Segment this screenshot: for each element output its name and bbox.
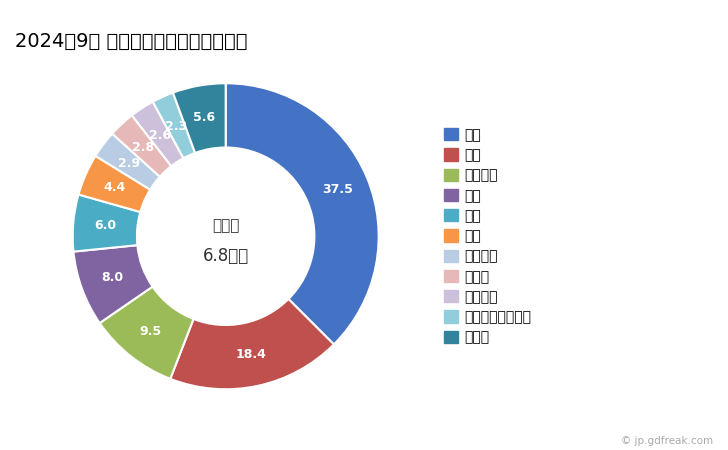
Wedge shape <box>79 156 150 212</box>
Text: 総　額: 総 額 <box>212 218 240 233</box>
Wedge shape <box>74 245 153 323</box>
Wedge shape <box>73 194 141 252</box>
Legend: 台湾, 米国, ベルギー, 中国, 韓国, 香港, オランダ, ドイツ, メキシコ, 南アフリカ共和国, その他: 台湾, 米国, ベルギー, 中国, 韓国, 香港, オランダ, ドイツ, メキシ… <box>444 128 531 345</box>
Wedge shape <box>132 102 183 166</box>
Text: 2.8: 2.8 <box>132 141 154 154</box>
Wedge shape <box>153 93 195 158</box>
Wedge shape <box>173 83 226 153</box>
Text: 2.3: 2.3 <box>165 120 187 133</box>
Text: 18.4: 18.4 <box>235 348 266 361</box>
Wedge shape <box>112 115 171 177</box>
Text: 37.5: 37.5 <box>322 184 353 197</box>
Text: 5.6: 5.6 <box>194 111 215 124</box>
Text: 6.8億円: 6.8億円 <box>202 247 249 265</box>
Text: 2.9: 2.9 <box>118 157 140 170</box>
Wedge shape <box>100 287 194 379</box>
Text: 8.0: 8.0 <box>101 271 123 284</box>
Text: © jp.gdfreak.com: © jp.gdfreak.com <box>621 436 713 446</box>
Text: 6.0: 6.0 <box>94 219 116 232</box>
Text: 2.6: 2.6 <box>149 129 170 141</box>
Text: 4.4: 4.4 <box>104 181 126 194</box>
Wedge shape <box>95 134 160 189</box>
Text: 2024年9月 輸出相手国のシェア（％）: 2024年9月 輸出相手国のシェア（％） <box>15 32 247 50</box>
Text: 9.5: 9.5 <box>140 324 162 338</box>
Wedge shape <box>226 83 379 344</box>
Wedge shape <box>170 299 334 389</box>
